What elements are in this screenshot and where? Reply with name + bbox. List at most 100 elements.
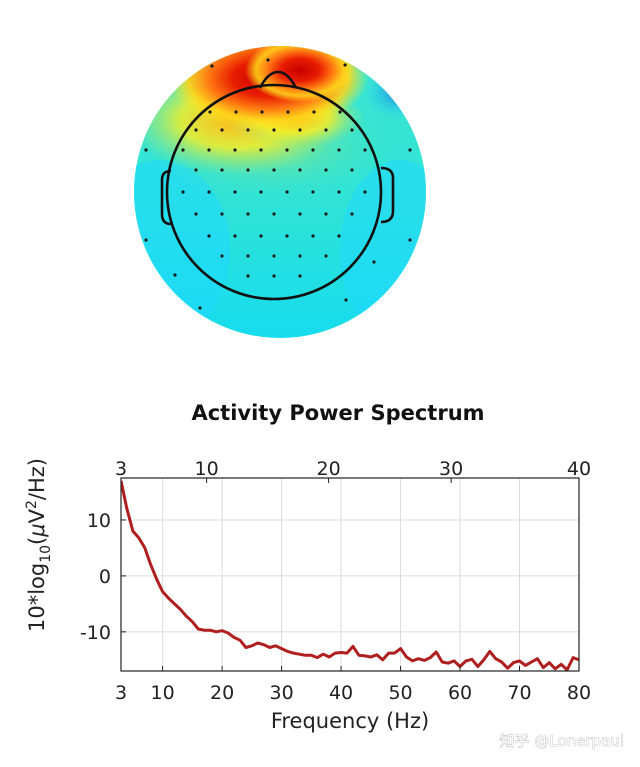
electrode-dot	[208, 110, 212, 114]
electrode-dot	[298, 128, 302, 132]
electrode-dot	[246, 254, 250, 258]
electrode-dot	[343, 63, 347, 67]
electrode-dot	[220, 254, 224, 258]
electrode-dot	[350, 212, 354, 216]
electrode-dot	[260, 110, 264, 114]
electrode-dot	[272, 168, 276, 172]
electrode-dot	[207, 148, 211, 152]
x-tick-label: 10	[151, 682, 175, 704]
plot-grid	[121, 478, 579, 671]
electrode-dot	[350, 128, 354, 132]
electrode-dot	[298, 168, 302, 172]
x-axis-label: Frequency (Hz)	[271, 709, 429, 733]
top-tick-label: 40	[567, 458, 591, 480]
electrode-dot	[220, 212, 224, 216]
electrode-dot	[210, 64, 214, 68]
y-tick-label: 10	[87, 510, 111, 532]
top-tick-label: 20	[316, 458, 340, 480]
electrode-dot	[298, 212, 302, 216]
x-tick-label: 60	[448, 682, 472, 704]
electrode-dot	[338, 110, 342, 114]
electrode-dot	[285, 148, 289, 152]
nose-icon	[258, 70, 298, 89]
electrode-dot	[259, 190, 263, 194]
electrode-dot	[259, 148, 263, 152]
top-tick-label: 10	[195, 458, 219, 480]
electrode-dot	[311, 190, 315, 194]
head-outline	[165, 83, 383, 301]
electrode-dot	[194, 168, 198, 172]
electrode-dot	[408, 148, 412, 152]
scalp-topography-map	[134, 46, 426, 338]
electrode-dot	[350, 168, 354, 172]
electrode-dot	[246, 128, 250, 132]
y-axis-label: 10*log10(μV2/Hz)	[24, 458, 54, 632]
electrode-dot	[311, 234, 315, 238]
electrode-dot	[298, 274, 302, 278]
top-tick-label: 3	[115, 458, 127, 480]
electrode-dot	[194, 128, 198, 132]
watermark: 知乎 @Lonerpaul	[500, 732, 624, 750]
electrode-dot	[363, 190, 367, 194]
electrode-dot	[337, 234, 341, 238]
electrode-dot	[220, 168, 224, 172]
electrode-dot	[233, 234, 237, 238]
electrode-dot	[144, 148, 148, 152]
electrode-dot	[272, 212, 276, 216]
x-tick-label: 40	[329, 682, 353, 704]
x-tick-label: 3	[115, 682, 127, 704]
electrode-dot	[259, 234, 263, 238]
electrode-dot	[272, 254, 276, 258]
electrode-dots	[144, 58, 412, 310]
axis-ticks: 3 10 20 30 40 50 60 70 80 3 10 20 30 40 10 0 -10	[80, 458, 591, 704]
electrode-dot	[324, 212, 328, 216]
spectrum-line	[121, 480, 579, 671]
top-tick-label: 30	[439, 458, 463, 480]
electrode-dot	[207, 190, 211, 194]
plot-background	[121, 478, 579, 671]
right-ear-icon	[380, 166, 395, 224]
electrode-dot	[220, 128, 224, 132]
electrode-dot	[194, 212, 198, 216]
y-tick-label: -10	[80, 622, 111, 644]
electrode-dot	[173, 273, 177, 277]
electrode-dot	[344, 298, 348, 302]
chart-title: Activity Power Spectrum	[191, 401, 484, 425]
electrode-dot	[144, 238, 148, 242]
electrode-dot	[372, 260, 376, 264]
electrode-dot	[298, 254, 302, 258]
electrode-dot	[246, 212, 250, 216]
electrode-dot	[324, 128, 328, 132]
electrode-dot	[181, 148, 185, 152]
electrode-dot	[311, 148, 315, 152]
x-tick-label: 80	[567, 682, 591, 704]
electrode-dot	[233, 190, 237, 194]
power-spectrum-plot: 3 10 20 30 40 50 60 70 80 3 10 20 30 40 10 0 -10	[80, 458, 591, 704]
electrode-dot	[324, 168, 328, 172]
plot-frame	[120, 477, 580, 672]
electrode-dot	[324, 254, 328, 258]
electrode-dot	[198, 306, 202, 310]
x-tick-label: 50	[388, 682, 412, 704]
left-ear-icon	[160, 169, 172, 226]
x-tick-label: 30	[270, 682, 294, 704]
electrode-dot	[285, 190, 289, 194]
electrode-dot	[408, 238, 412, 242]
electrode-dot	[337, 148, 341, 152]
electrode-dot	[233, 148, 237, 152]
x-tick-label: 70	[507, 682, 531, 704]
y-tick-label: 0	[99, 566, 111, 588]
electrode-dot	[207, 234, 211, 238]
electrode-dot	[272, 274, 276, 278]
electrode-dot	[312, 110, 316, 114]
electrode-dot	[266, 58, 270, 62]
electrode-dot	[246, 274, 250, 278]
electrode-dot	[286, 110, 290, 114]
electrode-dot	[285, 234, 289, 238]
x-tick-label: 20	[210, 682, 234, 704]
electrode-dot	[181, 190, 185, 194]
electrode-dot	[337, 190, 341, 194]
electrode-dot	[363, 148, 367, 152]
electrode-dot	[234, 110, 238, 114]
